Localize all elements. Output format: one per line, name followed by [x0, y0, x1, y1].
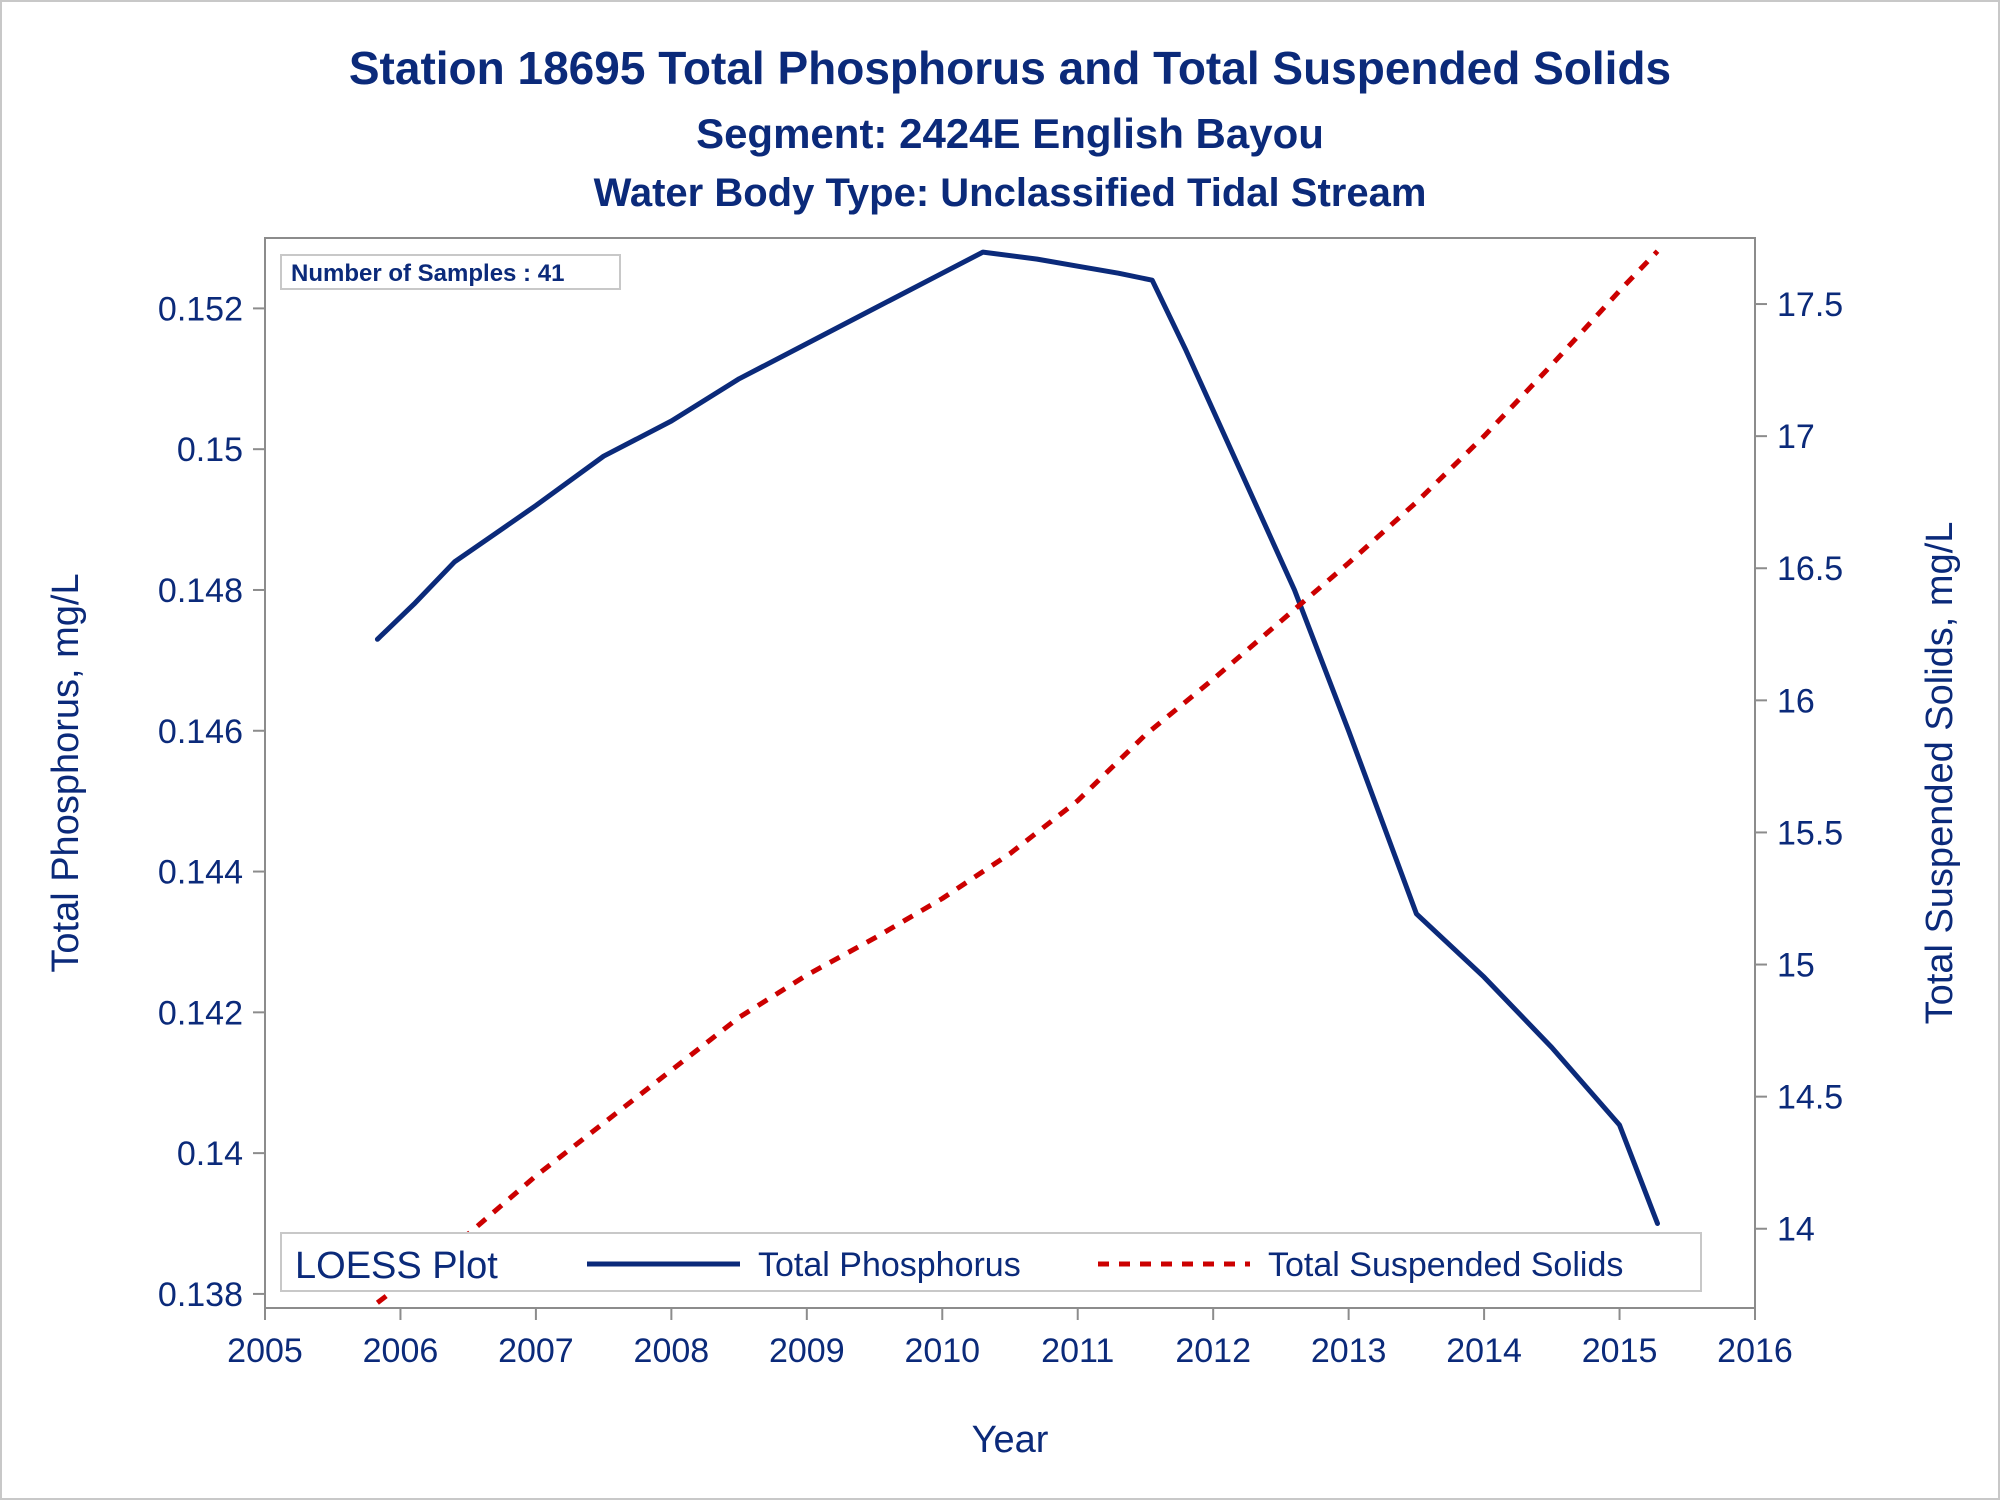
y-tick-label: 0.138 — [158, 1276, 243, 1314]
y-tick-label: 0.152 — [158, 290, 243, 328]
x-tick-label: 2005 — [227, 1332, 303, 1370]
legend-title: LOESS Plot — [295, 1245, 498, 1287]
y2-tick-label: 16 — [1777, 682, 1815, 720]
plot-area — [264, 237, 1756, 1309]
y2-tick-label: 17 — [1777, 418, 1815, 456]
x-axis-label: Year — [972, 1419, 1049, 1461]
y-tick-label: 0.14 — [177, 1135, 243, 1173]
y-tick-label: 0.148 — [158, 572, 243, 610]
chart-title: Station 18695 Total Phosphorus and Total… — [349, 42, 1671, 94]
x-tick-label: 2011 — [1041, 1332, 1114, 1370]
x-tick-label: 2010 — [904, 1332, 980, 1370]
y-axis-right: 14 14.5 15 15.5 16 16.5 17 17.5 — [1755, 286, 1843, 1249]
annotation-box — [280, 254, 621, 290]
y2-tick-label: 14.5 — [1777, 1079, 1843, 1117]
legend-entry-tss: Total Suspended Solids — [1268, 1246, 1623, 1284]
y2-tick-label: 14 — [1777, 1211, 1815, 1249]
x-tick-label: 2006 — [363, 1332, 439, 1370]
y-axis-left: 0.138 0.14 0.142 0.144 0.146 0.148 0.15 0.152 — [158, 290, 265, 1314]
chart-subtitle: Segment: 2424E English Bayou — [696, 110, 1324, 157]
chart-subtitle-2: Water Body Type: Unclassified Tidal Stre… — [594, 171, 1427, 215]
y-tick-label: 0.142 — [158, 994, 243, 1032]
y-axis-label: Total Phosphorus, mg/L — [45, 573, 87, 972]
x-tick-label: 2016 — [1717, 1332, 1793, 1370]
y-tick-label: 0.146 — [158, 713, 243, 751]
x-tick-label: 2013 — [1311, 1332, 1387, 1370]
x-tick-label: 2008 — [634, 1332, 710, 1370]
legend-entry-phosphorus: Total Phosphorus — [758, 1246, 1021, 1284]
series-line-total-phosphorus — [374, 249, 1660, 1226]
y2-tick-label: 15 — [1777, 947, 1815, 985]
y2-tick-label: 17.5 — [1777, 286, 1843, 324]
series-line-total-suspended-solids — [375, 249, 1660, 1305]
y2-tick-label: 15.5 — [1777, 814, 1843, 852]
x-tick-label: 2007 — [498, 1332, 574, 1370]
x-tick-label: 2015 — [1582, 1332, 1658, 1370]
y-tick-label: 0.144 — [158, 854, 243, 892]
sample-count-annotation: Number of Samples : 41 — [291, 260, 564, 287]
legend-box — [280, 1232, 1702, 1292]
x-tick-label: 2009 — [769, 1332, 845, 1370]
x-tick-label: 2014 — [1446, 1332, 1522, 1370]
x-axis: 2005 2006 2007 2008 2009 2010 2011 2012 2013 2014… — [227, 1308, 1793, 1370]
legend: LOESS Plot Total Phosphorus Total Suspen… — [280, 1232, 1702, 1292]
y2-axis-label: Total Suspended Solids, mg/L — [1919, 522, 1961, 1025]
y2-tick-label: 16.5 — [1777, 550, 1843, 588]
x-tick-label: 2012 — [1175, 1332, 1251, 1370]
y-tick-label: 0.15 — [177, 431, 243, 469]
series-layer — [374, 249, 1660, 1305]
